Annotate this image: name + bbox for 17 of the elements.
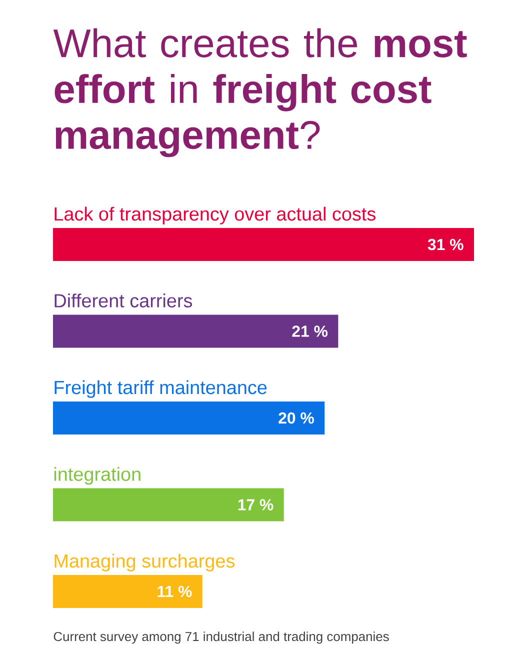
data-label: 17 % xyxy=(238,499,274,510)
data-label: 21 % xyxy=(292,326,328,337)
y-tick-label: integration xyxy=(54,467,140,485)
bar xyxy=(53,314,338,348)
bar xyxy=(53,488,284,522)
y-tick-label: Freight tariff maintenance xyxy=(54,380,267,398)
data-label: 11 % xyxy=(158,586,192,598)
y-tick-label: Different carriers xyxy=(54,294,192,308)
y-tick-label: Managing surcharges xyxy=(54,554,234,572)
data-label: 31 % xyxy=(428,238,464,250)
bar xyxy=(53,228,474,262)
chart-title: What creates the most effort in freight cost management? xyxy=(53,28,467,158)
bar xyxy=(53,575,202,608)
text: Current survey among 71 industrial and trading companies xyxy=(54,632,389,644)
data-label: 20 % xyxy=(278,412,314,424)
bar xyxy=(53,402,325,435)
y-tick-label: Lack of transparency over actual costs xyxy=(54,206,376,224)
